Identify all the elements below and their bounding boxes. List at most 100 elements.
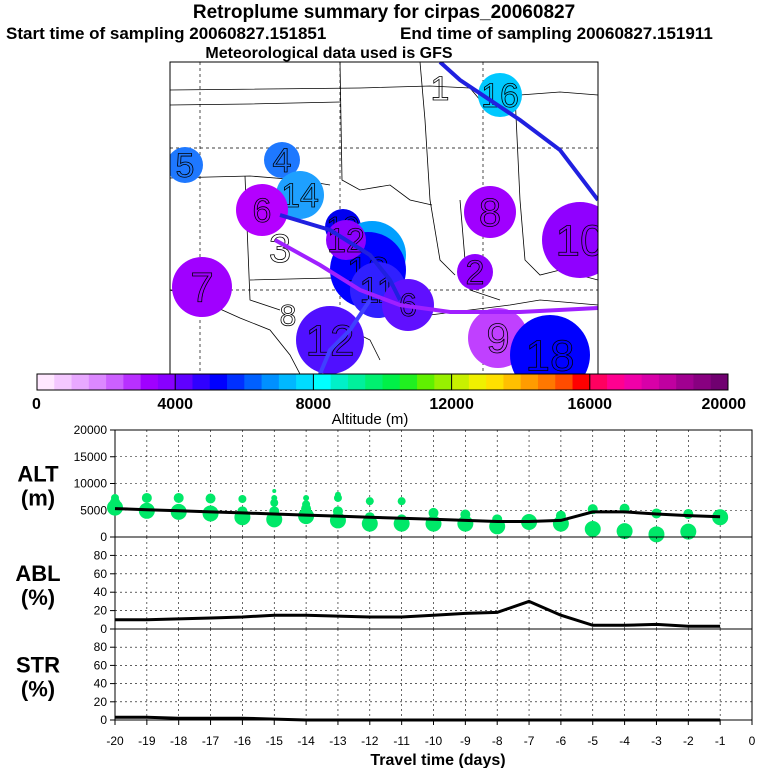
start-time-label: Start time of sampling 20060827.151851	[6, 24, 327, 43]
alt-cluster-point	[397, 497, 406, 506]
alt-panel: 0 5000 10000 15000 20000 ALT(m)	[17, 423, 753, 544]
plume-label-3: 5	[176, 147, 195, 185]
colorbar-swatch-38	[693, 374, 712, 390]
x-tick-label: -15	[266, 734, 284, 748]
alt-ytick-label: 10000	[74, 477, 108, 491]
x-tick-label: -9	[460, 734, 471, 748]
colorbar-swatch-26	[486, 374, 504, 390]
alt-ytick-label: 20000	[74, 423, 108, 437]
abl-ytick-label: 80	[94, 548, 108, 562]
colorbar-tick-label-3: 12000	[429, 396, 474, 413]
abl-ytick-label: 0	[100, 622, 107, 636]
alt-ytick-label: 0	[100, 530, 107, 544]
colorbar-swatch-27	[503, 374, 522, 390]
x-tick-label: -10	[425, 734, 443, 748]
colorbar-swatch-7	[157, 374, 176, 390]
alt-cluster-point	[680, 523, 697, 540]
colorbar-swatch-29	[537, 374, 556, 390]
x-tick-label: 0	[749, 734, 756, 748]
plume-circle-5	[276, 171, 324, 219]
colorbar-swatch-15	[296, 374, 314, 390]
plume-circle-20	[510, 315, 590, 374]
plume-label-17: 9	[486, 315, 509, 362]
colorbar-tick-label-0: 0	[32, 396, 41, 413]
colorbar-swatch-23	[434, 374, 453, 390]
alt-cluster-point	[303, 494, 310, 501]
alt-cluster-point	[555, 510, 566, 521]
str-axis-unit: (%)	[21, 677, 55, 702]
colorbar-swatch-17	[330, 374, 349, 390]
abl-panel: 0 20 40 60 80 ABL(%)	[15, 536, 753, 636]
colorbar-swatch-30	[555, 374, 574, 390]
colorbar-swatch-25	[468, 374, 487, 390]
plume-circle-8	[464, 186, 516, 238]
colorbar-swatch-9	[192, 374, 211, 390]
x-tick-label: -4	[619, 734, 630, 748]
colorbar-swatch-20	[382, 374, 401, 390]
colorbar-swatch-16	[313, 374, 332, 390]
alt-cluster-point	[334, 491, 341, 498]
plume-label-19: 12	[306, 316, 355, 365]
trajectory-lines	[274, 62, 598, 374]
plume-circle-19	[296, 306, 364, 374]
plume-circle-2	[478, 73, 522, 117]
plume-label-4: 4	[273, 142, 292, 180]
x-tick-label: -7	[524, 734, 535, 748]
x-tick-label: -3	[651, 734, 662, 748]
x-tick-label: -13	[329, 734, 347, 748]
x-tick-label: -20	[106, 734, 124, 748]
plume-label-8: 8	[479, 191, 501, 235]
colorbar-swatch-14	[278, 374, 297, 390]
x-tick-label: -8	[492, 734, 503, 748]
colorbar-label: Altitude (m)	[332, 411, 409, 428]
str-ytick-label: 20	[94, 695, 108, 709]
end-time-label: End time of sampling 20060827.151911	[400, 24, 713, 43]
str-axis-label: STR	[16, 653, 60, 678]
plume-label-10: 10	[556, 216, 605, 265]
x-tick-label: -1	[715, 734, 726, 748]
plume-circle-10	[542, 202, 598, 278]
colorbar-swatch-10	[209, 374, 228, 390]
abl-axis-unit: (%)	[21, 585, 55, 610]
abl-ytick-label: 40	[94, 585, 108, 599]
x-tick-label: -18	[170, 734, 188, 748]
trajectory-mid	[279, 213, 402, 301]
plume-circle-11	[172, 257, 232, 317]
alt-cluster-point	[111, 493, 119, 502]
alt-cluster-point	[460, 509, 471, 520]
alt-cluster-point	[202, 505, 219, 522]
colorbar-swatch-34	[624, 374, 643, 390]
plume-label-20: 18	[526, 331, 575, 380]
colorbar-swatch-11	[227, 374, 245, 390]
alt-cluster-point	[270, 498, 279, 507]
x-tick-label: -2	[683, 734, 694, 748]
x-axis-label: Travel time (days)	[370, 752, 505, 768]
alt-cluster-point	[205, 493, 216, 504]
colorbar-swatch-18	[347, 374, 366, 390]
colorbar-swatch-8	[175, 374, 193, 390]
x-tick-label: -6	[556, 734, 567, 748]
plume-label-12: 3	[269, 227, 291, 271]
colorbar-swatch-4	[106, 374, 124, 390]
colorbar-swatch-2	[71, 374, 90, 390]
alt-cluster-point	[238, 495, 247, 504]
plume-label-1: 1	[431, 70, 450, 108]
alt-cluster-point	[141, 492, 152, 503]
x-tick-label: -5	[587, 734, 598, 748]
str-panel: 0 20 40 60 80 STR(%)	[16, 628, 753, 727]
abl-axis-label: ABL	[15, 561, 60, 586]
met-data-label: Meteorological data used is GFS	[205, 45, 453, 62]
alt-axis-unit: (m)	[21, 486, 55, 511]
trajectory-south	[318, 298, 372, 374]
colorbar-swatch-19	[365, 374, 383, 390]
colorbar-swatch-35	[641, 374, 660, 390]
str-series-line	[115, 715, 721, 722]
x-tick-label: -11	[393, 734, 410, 748]
colorbar-swatch-12	[244, 374, 263, 390]
alt-cluster-point	[332, 506, 343, 517]
colorbar-swatch-39	[710, 374, 729, 390]
colorbar-swatch-31	[572, 374, 591, 390]
colorbar-swatch-6	[140, 374, 159, 390]
colorbar-swatch-37	[676, 374, 694, 390]
